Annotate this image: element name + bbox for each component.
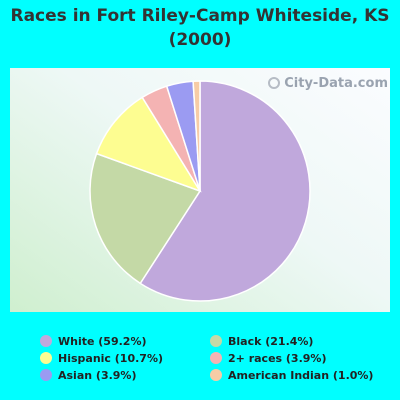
legend-swatch [210,335,222,347]
legend-item: White (59.2%) [40,334,210,348]
legend-item: American Indian (1.0%) [210,368,390,382]
legend-label: Hispanic (10.7%) [58,351,163,365]
legend-label: American Indian (1.0%) [228,368,374,382]
chart-title: Races in Fort Riley-Camp Whiteside, KS (… [10,6,390,50]
legend-label: 2+ races (3.9%) [228,351,327,365]
pie-slice-5 [192,80,201,192]
magnifier-icon [268,77,281,89]
legend-item: 2+ races (3.9%) [210,351,390,365]
legend-swatch [40,369,52,381]
legend-label: Black (21.4%) [228,334,314,348]
legend-label: Asian (3.9%) [58,368,137,382]
pie-slice-1 [89,152,202,285]
legend-swatch [210,369,222,381]
legend-item: Black (21.4%) [210,334,390,348]
legend-swatch [210,352,222,364]
legend-item: Asian (3.9%) [40,368,210,382]
legend-swatch [40,352,52,364]
legend-item: Hispanic (10.7%) [40,351,210,365]
watermark-text: City-Data.com [284,76,388,91]
pie-slice-2 [95,96,202,193]
pie-slice-0 [139,80,311,302]
watermark: City-Data.com [268,76,388,91]
legend: White (59.2%) Black (21.4%) Hispanic (10.7… [40,334,390,382]
legend-label: White (59.2%) [58,334,147,348]
legend-swatch [40,335,52,347]
